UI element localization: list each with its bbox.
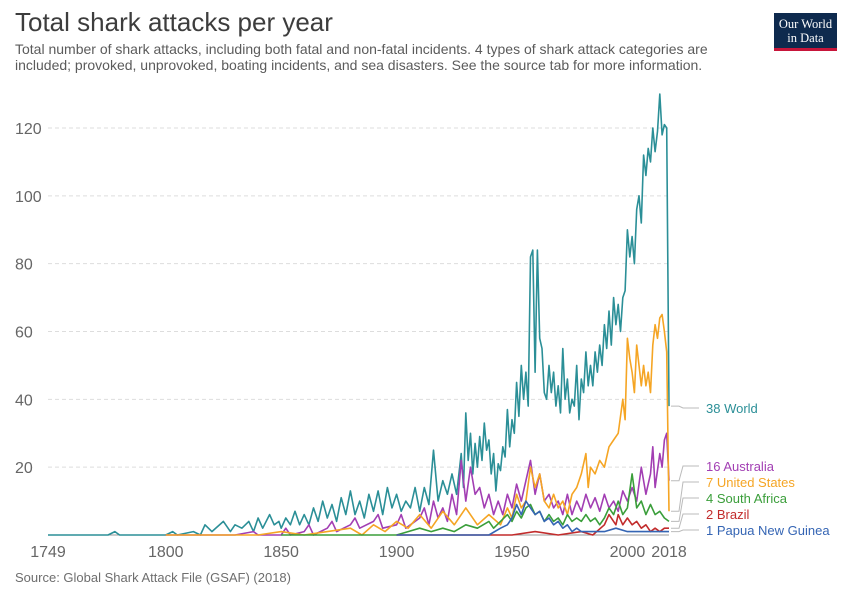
x-tick-label-1800: 1800 xyxy=(148,544,184,561)
y-tick-label-40: 40 xyxy=(15,392,33,409)
x-tick-label-2000: 2000 xyxy=(610,544,646,561)
series-label-papua-new-guinea[interactable]: 1 Papua New Guinea xyxy=(706,523,830,538)
series-line-south-africa[interactable] xyxy=(281,473,670,536)
y-tick-label-20: 20 xyxy=(15,460,33,477)
leader-line-south-africa xyxy=(671,497,699,522)
series-line-papua-new-guinea[interactable] xyxy=(396,500,669,536)
leader-line-united-states xyxy=(671,481,699,512)
y-tick-label-80: 80 xyxy=(15,257,33,274)
series-line-world[interactable] xyxy=(48,93,670,536)
series-label-world[interactable]: 38 World xyxy=(706,401,758,416)
logo-line-2: in Data xyxy=(787,31,824,45)
leader-line-world xyxy=(671,405,699,409)
chart-title: Total shark attacks per year xyxy=(15,7,333,37)
x-tick-label-1950: 1950 xyxy=(494,544,530,561)
x-tick-label-1850: 1850 xyxy=(263,544,299,561)
y-tick-label-100: 100 xyxy=(15,189,42,206)
series-label-united-states[interactable]: 7 United States xyxy=(706,475,795,490)
chart-subtitle: Total number of shark attacks, including… xyxy=(15,41,708,73)
series-line-brazil[interactable] xyxy=(396,513,669,536)
series-label-south-africa[interactable]: 4 South Africa xyxy=(706,491,788,506)
logo-line-1: Our World xyxy=(778,17,833,31)
series-label-australia[interactable]: 16 Australia xyxy=(706,459,775,474)
x-tick-label-1749: 1749 xyxy=(30,544,66,561)
series-line-australia[interactable] xyxy=(165,432,670,536)
leader-line-brazil xyxy=(671,513,699,529)
y-tick-label-120: 120 xyxy=(15,121,42,138)
leader-line-australia xyxy=(671,465,699,482)
series-line-united-states[interactable] xyxy=(165,313,670,536)
x-tick-label-2018: 2018 xyxy=(651,544,687,561)
our-world-in-data-logo[interactable]: Our World in Data xyxy=(774,13,837,51)
y-tick-label-60: 60 xyxy=(15,325,33,342)
series-label-brazil[interactable]: 2 Brazil xyxy=(706,507,749,522)
x-tick-label-1900: 1900 xyxy=(379,544,415,561)
source-note: Source: Global Shark Attack File (GSAF) … xyxy=(15,570,291,585)
leader-line-papua-new-guinea xyxy=(671,529,699,533)
